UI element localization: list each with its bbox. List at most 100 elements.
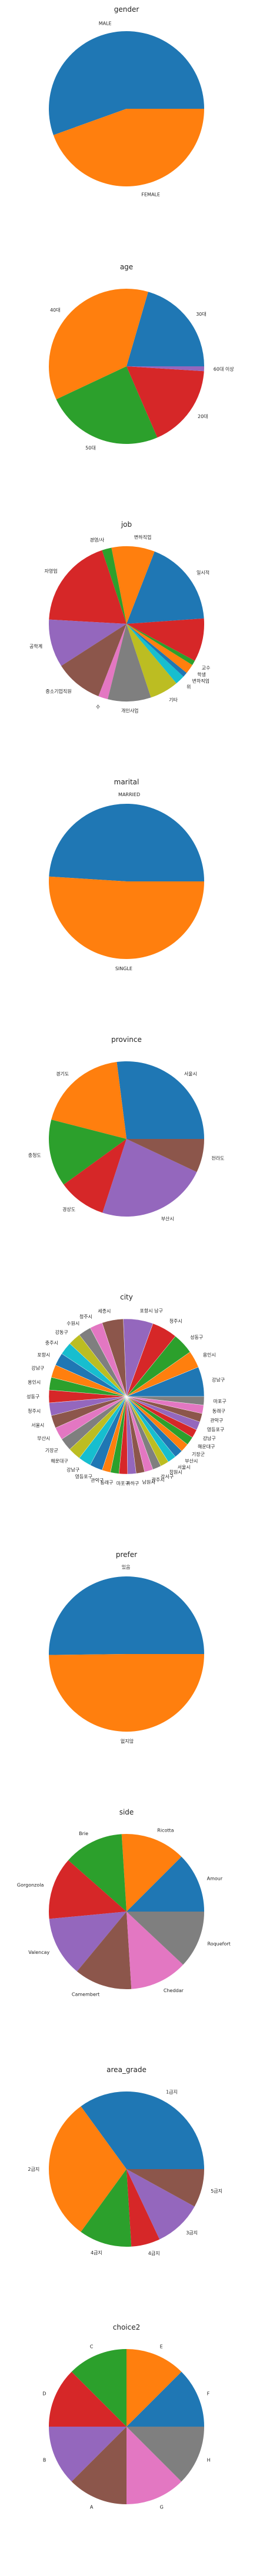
slice-label: 60대 이상 bbox=[214, 366, 234, 372]
slice-label: 개인사업 bbox=[121, 708, 138, 714]
slice-label: 일시적 bbox=[197, 569, 209, 575]
slice-label: 강남구 bbox=[66, 1467, 79, 1473]
pie-slice bbox=[126, 624, 195, 665]
pie-slice bbox=[126, 2169, 195, 2240]
pie-slice bbox=[48, 2106, 126, 2232]
pie-slice bbox=[126, 2349, 182, 2427]
pie-slice bbox=[71, 2427, 126, 2504]
slice-label: 용인시 bbox=[28, 1379, 41, 1385]
slice-label: 강남구 bbox=[212, 1376, 225, 1382]
slice-label: 50대 bbox=[85, 445, 96, 450]
pie-slice bbox=[102, 1139, 197, 1217]
slice-label: 관악구 bbox=[210, 1418, 223, 1424]
slice-label: 용인시 bbox=[203, 1352, 216, 1358]
slice-label: 위 bbox=[187, 684, 191, 690]
pie-slice bbox=[49, 550, 127, 624]
slice-label: A bbox=[90, 2505, 94, 2510]
pie-slice bbox=[126, 624, 192, 673]
pie-slice bbox=[121, 1833, 182, 1912]
pie-slice bbox=[126, 2427, 204, 2482]
pie-chart-area_grade: area_grade 1급지 2급지 4급지 4급지 3급지 5급지 bbox=[28, 2066, 222, 2256]
pie-slice bbox=[49, 1654, 205, 1732]
slice-label: 강동구 bbox=[55, 1329, 68, 1335]
slice-label: H bbox=[207, 2458, 211, 2463]
slice-label: 관악구 bbox=[91, 1478, 104, 1484]
slice-label: 있음 bbox=[122, 1564, 131, 1570]
slice-label: 서울시 bbox=[31, 1422, 44, 1428]
slice-label: 기타 bbox=[169, 697, 178, 703]
pie-slice bbox=[126, 366, 204, 438]
pie-slice bbox=[102, 547, 126, 624]
slice-label: 수 bbox=[96, 704, 100, 710]
pie-slice bbox=[53, 109, 205, 187]
slice-label: 중소기업직원 bbox=[45, 689, 71, 694]
slice-label: 청주시 bbox=[79, 1314, 92, 1319]
slice-label: 40대 bbox=[50, 308, 61, 313]
slice-label: 학생 bbox=[197, 671, 206, 677]
slice-label: 1급지 bbox=[166, 2089, 178, 2094]
pie-slice bbox=[126, 2169, 160, 2247]
pie-slice bbox=[76, 1912, 132, 1990]
slice-label: 변하직업 bbox=[134, 534, 151, 540]
slice-label: 수원시 bbox=[66, 1321, 79, 1327]
slice-label: 부산시 bbox=[161, 1216, 174, 1222]
chart-title: province bbox=[111, 1035, 142, 1044]
pie-slice bbox=[48, 1576, 204, 1655]
slice-label: C bbox=[90, 2344, 94, 2349]
slice-label: 20대 bbox=[198, 414, 208, 419]
slice-label: 동래구 bbox=[212, 1409, 225, 1414]
pie-slice bbox=[108, 624, 151, 701]
slice-label: 30대 bbox=[196, 312, 207, 317]
pie-chart-age: age 30대 40대 50대 20대 60대 이상 bbox=[48, 263, 234, 450]
slice-label: MALE bbox=[99, 21, 112, 26]
slice-label: Gorgonzola bbox=[17, 1882, 44, 1887]
chart-title: city bbox=[120, 1293, 133, 1301]
slice-label: 자영업 bbox=[45, 568, 58, 574]
pie-slice bbox=[61, 624, 126, 697]
slice-label: 마포구 bbox=[116, 1481, 129, 1486]
slice-label: 남원시 bbox=[142, 1479, 155, 1485]
pie-slice bbox=[126, 2169, 204, 2207]
slice-label: 부산시 bbox=[37, 1435, 50, 1441]
slice-label: 청주시 bbox=[169, 1318, 182, 1324]
pie-slice bbox=[126, 2427, 182, 2504]
slice-label: Cheddar bbox=[164, 1988, 184, 1993]
slice-label: 마포구 bbox=[214, 1399, 227, 1404]
pie-slice bbox=[126, 624, 187, 677]
slice-label: 세종시 bbox=[98, 1309, 111, 1314]
pie-slice bbox=[126, 1912, 184, 1989]
chart-title: side bbox=[119, 1808, 134, 1816]
pie-slice bbox=[126, 292, 204, 366]
pie-slice bbox=[126, 366, 204, 372]
pie-slice bbox=[126, 551, 204, 624]
pie-slice bbox=[126, 2371, 204, 2427]
pie-chart-choice2: choice2 F E C D B A G H bbox=[42, 2323, 210, 2510]
slice-label: 경영/사 bbox=[89, 537, 104, 543]
slice-label: F bbox=[207, 2391, 210, 2396]
pie-slice bbox=[49, 31, 204, 135]
slice-label: 성동구 bbox=[190, 1335, 203, 1340]
pie-slice bbox=[48, 288, 148, 400]
pie-slice bbox=[49, 619, 127, 666]
chart-title: job bbox=[121, 520, 132, 529]
slice-label: FEMALE bbox=[141, 192, 160, 198]
pie-slice bbox=[71, 2349, 126, 2427]
pie-slice bbox=[49, 803, 204, 881]
slice-label: 3급지 bbox=[186, 2230, 198, 2236]
slice-label: 2급지 bbox=[28, 2167, 39, 2172]
pie-slice bbox=[51, 1062, 126, 1139]
pie-slice bbox=[126, 1396, 205, 1405]
pie-chart-side: side Amour Ricotta Brie Gorgonzola Valencay Ca… bbox=[17, 1808, 231, 1997]
slice-label: Valencay bbox=[28, 1950, 49, 1955]
chart-title: marital bbox=[114, 778, 139, 786]
chart-title: prefer bbox=[116, 1551, 137, 1559]
pie-slice bbox=[126, 618, 205, 661]
pie-slice bbox=[126, 624, 177, 698]
slice-label: B bbox=[43, 2458, 46, 2463]
slice-label: 영등포구 bbox=[207, 1426, 224, 1432]
slice-label: 기장군 bbox=[45, 1448, 58, 1454]
chart-title: gender bbox=[114, 5, 139, 14]
